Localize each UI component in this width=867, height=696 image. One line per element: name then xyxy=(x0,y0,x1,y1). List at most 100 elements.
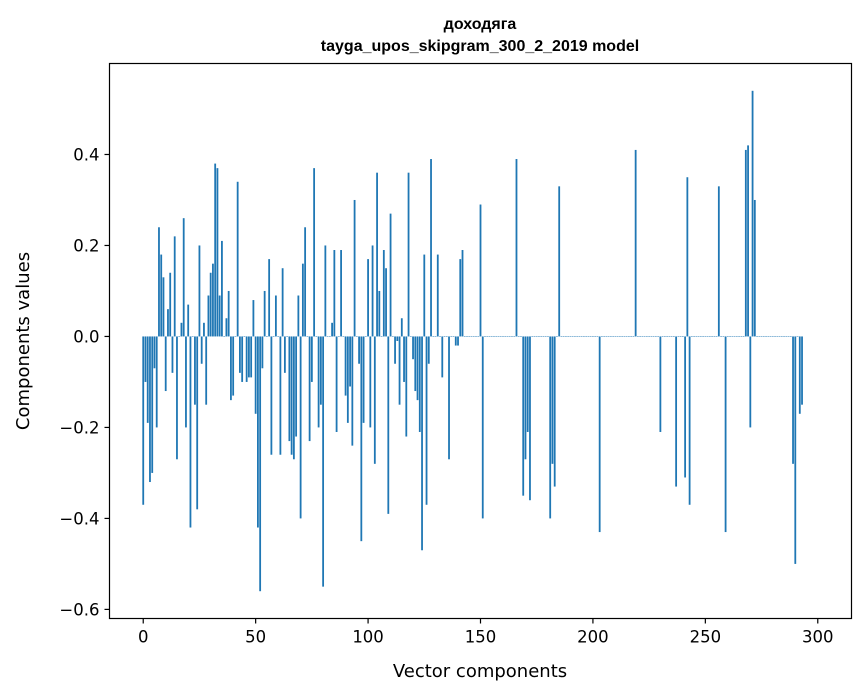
bar xyxy=(223,336,226,337)
bar xyxy=(583,336,585,337)
bar xyxy=(475,336,477,337)
bar xyxy=(598,336,601,533)
bar xyxy=(672,336,675,337)
bar xyxy=(576,336,579,337)
bar xyxy=(744,149,747,337)
bar xyxy=(277,336,280,337)
bar xyxy=(571,336,574,337)
bar xyxy=(432,336,435,337)
bar xyxy=(373,336,376,464)
bar xyxy=(452,336,455,337)
bar xyxy=(641,336,644,337)
bar xyxy=(322,336,325,587)
bar xyxy=(762,336,765,337)
bar xyxy=(477,336,480,337)
bar xyxy=(639,336,642,337)
bar xyxy=(349,336,351,387)
bar xyxy=(508,336,511,337)
bar xyxy=(526,336,529,432)
bar xyxy=(290,336,293,455)
bar xyxy=(221,240,223,337)
bar xyxy=(306,336,309,337)
bar xyxy=(398,336,401,405)
bar xyxy=(717,186,720,337)
bar xyxy=(299,336,302,519)
bar xyxy=(403,336,405,382)
y-tick-label: 0.2 xyxy=(73,236,99,255)
bar xyxy=(767,336,770,337)
bar xyxy=(544,336,547,337)
bar xyxy=(461,250,464,337)
bar xyxy=(149,336,151,483)
bar xyxy=(758,336,761,337)
bar xyxy=(711,336,713,337)
bar xyxy=(535,336,538,337)
bar xyxy=(490,336,493,337)
bar xyxy=(353,199,356,337)
bar xyxy=(378,290,381,337)
bar xyxy=(335,336,338,432)
bar xyxy=(684,336,687,478)
bar xyxy=(214,163,217,337)
bar xyxy=(189,336,192,528)
bar xyxy=(681,336,684,337)
bar xyxy=(720,336,722,337)
y-tick-label: 0.4 xyxy=(73,145,99,164)
bar xyxy=(549,336,552,519)
bar xyxy=(292,336,295,460)
bar xyxy=(621,336,624,337)
bar xyxy=(504,336,507,337)
bar xyxy=(178,336,181,337)
bar xyxy=(690,336,693,337)
bar xyxy=(389,213,392,337)
bar xyxy=(400,318,403,337)
bar xyxy=(324,245,327,337)
bar xyxy=(416,336,419,401)
bar xyxy=(679,336,682,337)
bar xyxy=(158,227,160,337)
bar xyxy=(567,336,570,337)
bar xyxy=(605,336,608,337)
bar xyxy=(468,336,471,337)
bar xyxy=(380,336,383,337)
bar xyxy=(634,149,637,337)
bar xyxy=(783,336,785,337)
bar xyxy=(796,336,799,337)
bar xyxy=(661,336,664,337)
bar xyxy=(162,277,165,337)
bar xyxy=(212,263,214,337)
bar xyxy=(425,336,428,505)
bar xyxy=(441,336,444,378)
bar xyxy=(614,336,617,337)
bar xyxy=(196,336,199,510)
bar xyxy=(346,336,349,423)
bar xyxy=(261,336,264,369)
bar xyxy=(601,336,603,337)
bar xyxy=(729,336,731,337)
bar xyxy=(252,300,255,337)
bar xyxy=(227,290,230,337)
bar xyxy=(434,336,437,337)
bar xyxy=(688,336,691,505)
bar xyxy=(239,336,241,373)
bar xyxy=(342,336,345,337)
bar xyxy=(173,236,176,337)
bar xyxy=(164,336,167,392)
bar xyxy=(524,336,527,460)
bar xyxy=(513,336,516,337)
bar xyxy=(272,336,275,337)
bar xyxy=(167,309,169,337)
bar xyxy=(257,336,259,528)
bar xyxy=(443,336,446,337)
bar xyxy=(295,336,298,437)
bar xyxy=(589,336,592,337)
bar xyxy=(391,336,394,337)
x-tick-label: 250 xyxy=(690,628,722,647)
bar xyxy=(414,336,417,392)
bar xyxy=(738,336,740,337)
bar xyxy=(385,268,387,337)
bar xyxy=(263,290,266,337)
bar xyxy=(697,336,700,337)
bar xyxy=(457,336,459,346)
